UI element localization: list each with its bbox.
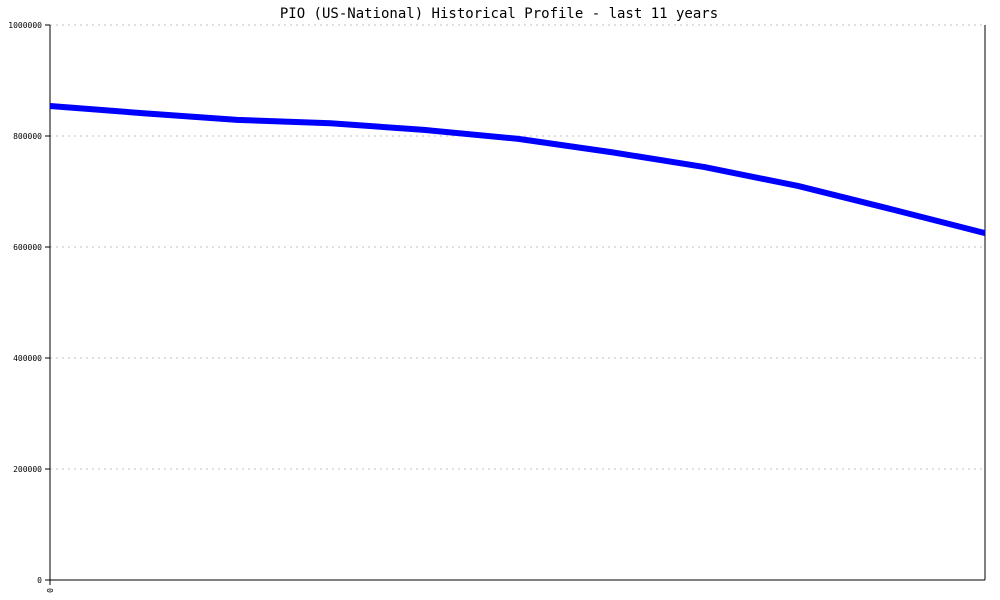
y-tick-label: 200000 <box>13 465 42 474</box>
y-tick-label: 800000 <box>13 132 42 141</box>
y-tick-label: 1000000 <box>8 21 42 30</box>
y-tick-label: 0 <box>37 576 42 585</box>
gridlines <box>50 24 985 470</box>
series-line <box>49 103 986 237</box>
y-tick-label: 400000 <box>13 354 42 363</box>
x-tick-label: 0 <box>46 588 55 593</box>
series-group <box>49 103 986 237</box>
y-tick-label: 600000 <box>13 243 42 252</box>
chart-title: PIO (US-National) Historical Profile - l… <box>280 6 718 22</box>
y-axis-ticks: 0 200000 400000 600000 800000 1000000 <box>8 21 50 585</box>
x-axis-ticks: 0 <box>46 580 55 593</box>
